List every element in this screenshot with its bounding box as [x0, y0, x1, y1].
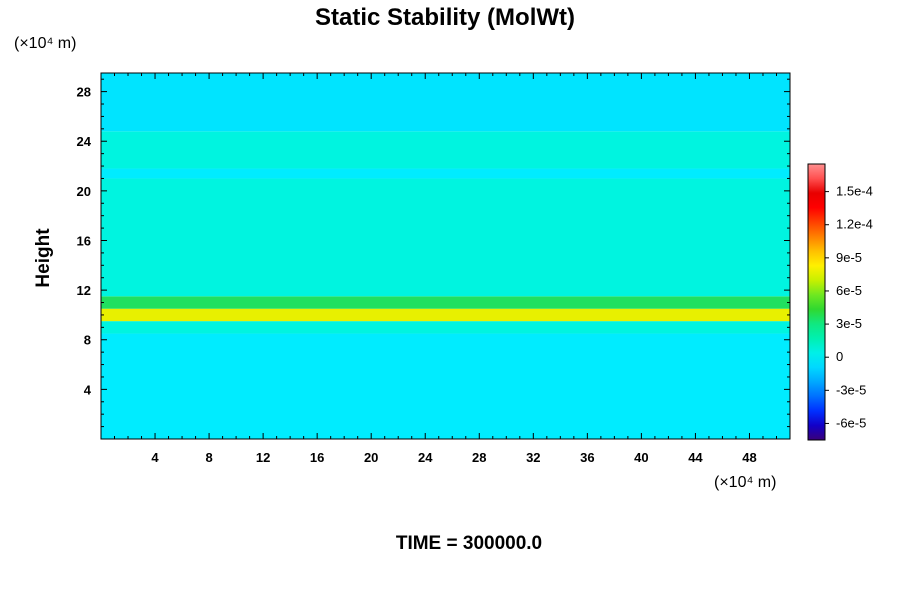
colorbar-tick-label: 1.5e-4 [836, 184, 873, 199]
colorbar [807, 163, 826, 441]
x-tick-label: 24 [418, 450, 433, 465]
x-tick-label: 40 [634, 450, 648, 465]
x-tick-label: 44 [688, 450, 703, 465]
x-axis-unit: (×10⁴ m) [714, 474, 776, 491]
x-axis-ticks: 4 8 12 16 20 24 28 32 36 40 44 48 [114, 73, 777, 465]
y-tick-label: 28 [77, 85, 91, 100]
x-tick-label: 32 [526, 450, 540, 465]
field-band-7 [101, 73, 790, 132]
chart-title: Static Stability (MolWt) [315, 4, 575, 31]
field-band-6 [101, 131, 790, 169]
colorbar-tick-label: -6e-5 [836, 415, 866, 430]
y-tick-label: 24 [77, 134, 92, 149]
colorbar-tick-label: -3e-5 [836, 382, 866, 397]
time-label: TIME = 300000.0 [396, 533, 542, 554]
y-axis-label: Height [33, 228, 54, 288]
x-tick-label: 48 [742, 450, 756, 465]
colorbar-tick-label: 6e-5 [836, 283, 862, 298]
x-tick-label: 36 [580, 450, 594, 465]
field-band-4 [101, 178, 790, 297]
field-band-0 [101, 333, 790, 439]
y-tick-label: 20 [77, 184, 91, 199]
x-tick-label: 8 [205, 450, 212, 465]
field-band-2 [101, 308, 790, 322]
colorbar-tick-label: 9e-5 [836, 250, 862, 265]
heatmap-field [101, 73, 790, 439]
x-tick-label: 20 [364, 450, 378, 465]
plot-frame [100, 72, 791, 440]
x-tick-label: 16 [310, 450, 324, 465]
x-tick-label: 28 [472, 450, 486, 465]
field-band-1 [101, 321, 790, 334]
y-tick-label: 16 [77, 233, 91, 248]
y-axis-ticks: 4 8 12 16 20 24 28 [77, 78, 790, 428]
y-tick-label: 8 [84, 333, 91, 348]
y-tick-label: 12 [77, 283, 91, 298]
colorbar-ticks: 1.5e-4 1.2e-4 9e-5 6e-5 3e-5 0 -3e-5 -6e-5 [825, 184, 873, 430]
x-tick-label: 4 [151, 450, 159, 465]
y-axis-unit: (×10⁴ m) [14, 35, 76, 52]
x-tick-label: 12 [256, 450, 270, 465]
field-band-5 [101, 168, 790, 179]
y-tick-label: 4 [84, 382, 92, 397]
colorbar-tick-label: 0 [836, 349, 843, 364]
colorbar-tick-label: 1.2e-4 [836, 217, 873, 232]
field-band-3 [101, 296, 790, 309]
colorbar-tick-label: 3e-5 [836, 316, 862, 331]
